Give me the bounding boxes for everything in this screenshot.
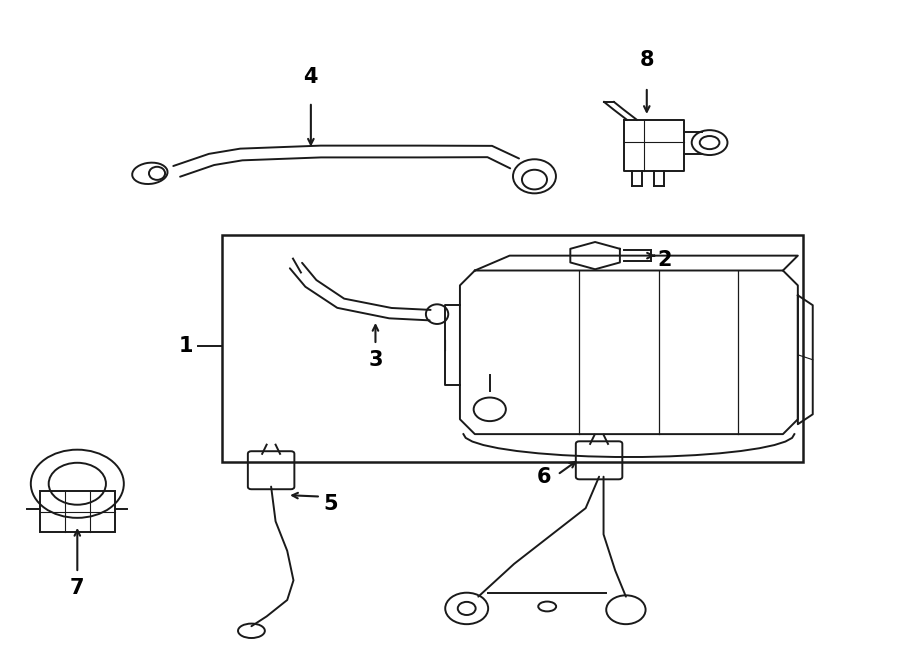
Text: 8: 8 xyxy=(640,50,654,70)
Text: 7: 7 xyxy=(70,578,85,598)
Text: 1: 1 xyxy=(179,336,194,356)
Text: 6: 6 xyxy=(537,467,552,486)
Text: 5: 5 xyxy=(323,494,338,514)
Bar xyxy=(222,235,804,461)
Text: 4: 4 xyxy=(303,67,318,87)
Text: 3: 3 xyxy=(368,350,382,369)
Text: 2: 2 xyxy=(657,250,672,270)
